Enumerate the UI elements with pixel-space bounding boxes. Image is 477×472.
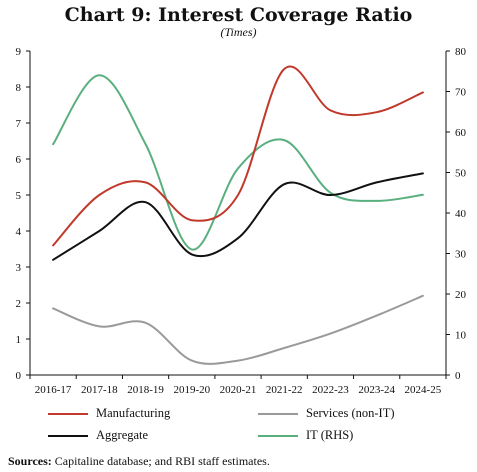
x-tick-label: 2018-19 [127, 384, 164, 396]
left-tick-label: 7 [16, 118, 22, 130]
legend-item-it: IT (RHS) [258, 428, 353, 443]
source-text: Capitaline database; and RBI staff estim… [51, 454, 270, 468]
legend-label-services: Services (non-IT) [306, 406, 395, 420]
left-tick-label: 9 [16, 46, 22, 58]
right-tick-label: 60 [455, 127, 467, 139]
x-tick-label: 2022-23 [312, 384, 349, 396]
it-rhs-line [52, 74, 424, 251]
left-tick-label: 5 [16, 190, 22, 202]
legend-label-manufacturing: Manufacturing [96, 406, 171, 420]
chart-title: Chart 9: Interest Coverage Ratio [64, 4, 413, 26]
legend-item-aggregate: Aggregate [48, 428, 148, 443]
legend-swatch-it [258, 434, 298, 437]
x-tick-label: 2024-25 [405, 384, 442, 396]
aggregate-line [52, 172, 424, 261]
right-tick-label: 0 [455, 370, 461, 382]
legend-item-services: Services (non-IT) [258, 406, 395, 421]
legend-swatch-manufacturing [48, 412, 88, 415]
line-chart: 0 1 2 3 4 5 6 7 8 9 0 10 20 30 40 50 60 70 80 2016-17 2017-1… [16, 46, 467, 396]
legend: Manufacturing Services (non-IT) Aggregat… [0, 402, 477, 448]
right-tick-label: 70 [455, 87, 467, 99]
right-tick-label: 30 [455, 249, 467, 261]
right-tick-label: 50 [455, 168, 467, 180]
left-tick-label: 3 [16, 262, 22, 274]
left-tick-label: 6 [16, 154, 22, 166]
legend-swatch-aggregate [48, 434, 88, 437]
legend-swatch-services [258, 412, 298, 415]
source-label: Sources: [8, 454, 52, 468]
x-tick-label: 2023-24 [358, 384, 395, 396]
legend-item-manufacturing: Manufacturing [48, 406, 170, 421]
left-tick-label: 0 [16, 370, 22, 382]
left-tick-label: 8 [16, 82, 22, 94]
source-note: Sources: Capitaline database; and RBI st… [8, 454, 270, 469]
x-tick-label: 2021-22 [266, 384, 303, 396]
chart-subtitle: (Times) [220, 25, 257, 39]
x-tick-label: 2020-21 [220, 384, 257, 396]
left-tick-label: 2 [16, 298, 22, 310]
right-tick-label: 20 [455, 289, 467, 301]
x-tick-label: 2019-20 [173, 384, 210, 396]
right-tick-label: 80 [455, 46, 467, 58]
right-tick-label: 40 [455, 208, 467, 220]
legend-label-aggregate: Aggregate [96, 428, 149, 442]
x-tick-label: 2016-17 [35, 384, 72, 396]
services-non-it-line [52, 294, 424, 365]
left-tick-label: 1 [16, 334, 22, 346]
manufacturing-line [52, 65, 424, 247]
legend-label-it: IT (RHS) [306, 428, 354, 442]
x-tick-label: 2017-18 [81, 384, 118, 396]
right-tick-label: 10 [455, 330, 467, 342]
left-tick-label: 4 [16, 226, 22, 238]
